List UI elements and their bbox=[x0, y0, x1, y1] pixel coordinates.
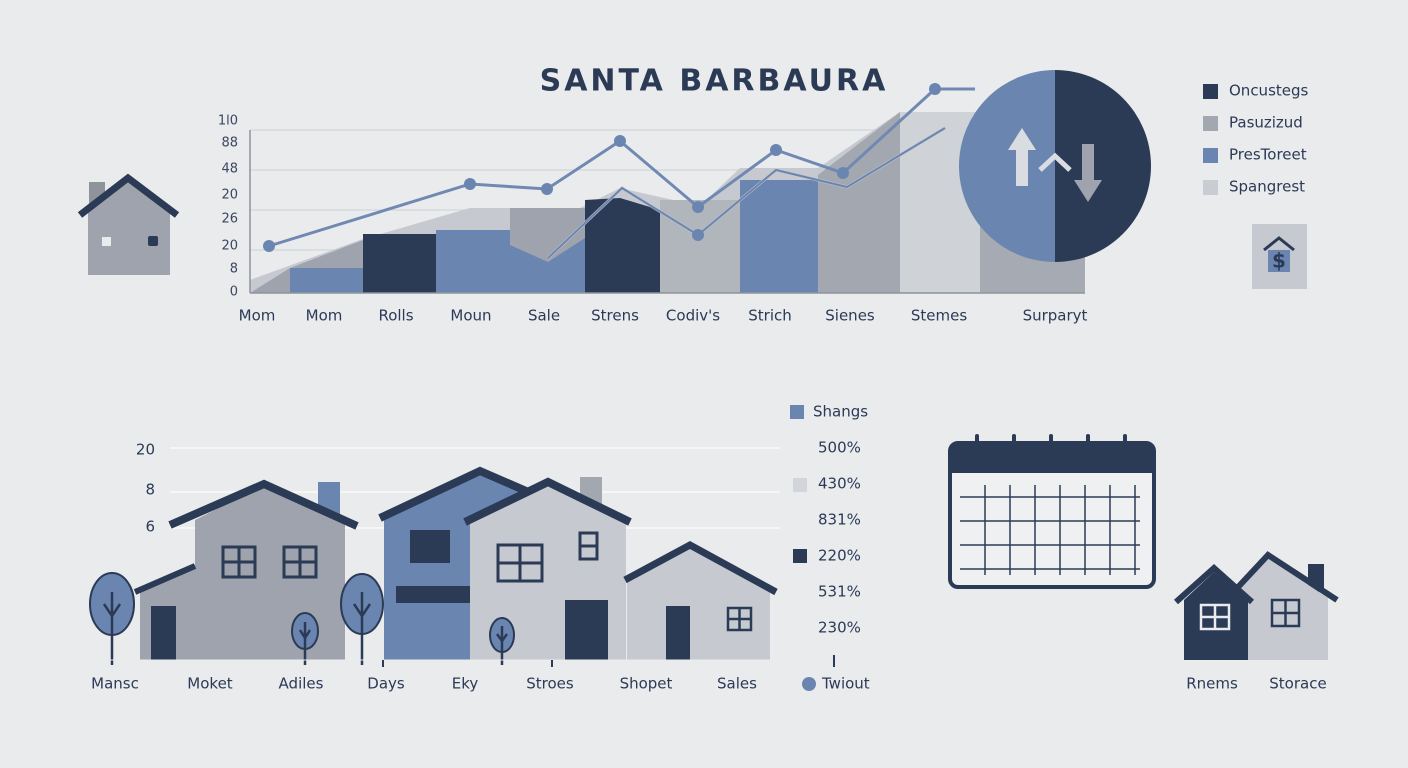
x-label: Sale bbox=[528, 307, 560, 325]
y-label: 1l0 bbox=[218, 114, 238, 129]
y-label: 8 bbox=[145, 481, 155, 499]
y-label: 88 bbox=[221, 136, 238, 151]
y-label: 20 bbox=[136, 441, 155, 459]
percentage: 531% bbox=[818, 583, 861, 601]
bottom-legend: Shangs 500% 430% 831% 220% 531% 230% Twi… bbox=[790, 403, 870, 693]
percentage: 831% bbox=[818, 511, 861, 529]
legend-label: Pasuzizud bbox=[1229, 114, 1303, 132]
x-label: Mom bbox=[239, 307, 276, 325]
x-label: Mansc bbox=[91, 675, 139, 693]
percentage: 230% bbox=[818, 619, 861, 637]
legend: Oncustegs Pasuzizud PresToreet Spangrest bbox=[1203, 82, 1309, 196]
percentage: 500% bbox=[818, 439, 861, 457]
x-label: Stemes bbox=[911, 307, 967, 325]
storage-icon: Rnems Storace bbox=[1173, 551, 1339, 693]
x-label: Rolls bbox=[378, 307, 413, 325]
x-label: Moket bbox=[187, 675, 232, 693]
storage-label: Rnems bbox=[1186, 675, 1238, 693]
x-label: Mom bbox=[306, 307, 343, 325]
x-label: Eky bbox=[452, 675, 479, 693]
top-chart: 1l0 88 48 20 26 20 8 0 Mom Mom Rolls Mou… bbox=[218, 83, 1088, 325]
x-label: Stroes bbox=[526, 675, 574, 693]
x-label: Surparyt bbox=[1023, 307, 1088, 325]
svg-text:$: $ bbox=[1272, 249, 1286, 273]
x-label: Days bbox=[367, 675, 405, 693]
x-label: Shopet bbox=[620, 675, 673, 693]
x-label: Adiles bbox=[279, 675, 324, 693]
money-icon: $ bbox=[1252, 224, 1307, 289]
legend-label: Spangrest bbox=[1229, 178, 1305, 196]
y-label: 8 bbox=[230, 262, 238, 277]
y-label: 6 bbox=[145, 518, 155, 536]
y-label: 20 bbox=[221, 188, 238, 203]
y-label: 48 bbox=[221, 162, 238, 177]
bottom-chart: 20 8 6 bbox=[89, 441, 835, 693]
percentage: 220% bbox=[818, 547, 861, 565]
y-label: 20 bbox=[221, 239, 238, 254]
x-label: Strich bbox=[748, 307, 792, 325]
x-label: Strens bbox=[591, 307, 639, 325]
legend-label: Oncustegs bbox=[1229, 82, 1309, 100]
legend-label: PresToreet bbox=[1229, 146, 1307, 164]
x-label: Sienes bbox=[825, 307, 875, 325]
calendar-icon bbox=[948, 434, 1156, 589]
x-label: Sales bbox=[717, 675, 757, 693]
x-label: Moun bbox=[450, 307, 491, 325]
house-icon bbox=[77, 173, 180, 275]
legend-footer: Twiout bbox=[821, 675, 870, 693]
storage-label: Storace bbox=[1269, 675, 1326, 693]
x-label: Codiv's bbox=[666, 307, 720, 325]
y-label: 0 bbox=[230, 285, 238, 300]
legend-title: Shangs bbox=[813, 403, 868, 421]
title: SANTA BARBAURA bbox=[540, 64, 889, 99]
percentage: 430% bbox=[818, 475, 861, 493]
y-label: 26 bbox=[221, 212, 238, 227]
split-circle bbox=[959, 70, 1151, 262]
